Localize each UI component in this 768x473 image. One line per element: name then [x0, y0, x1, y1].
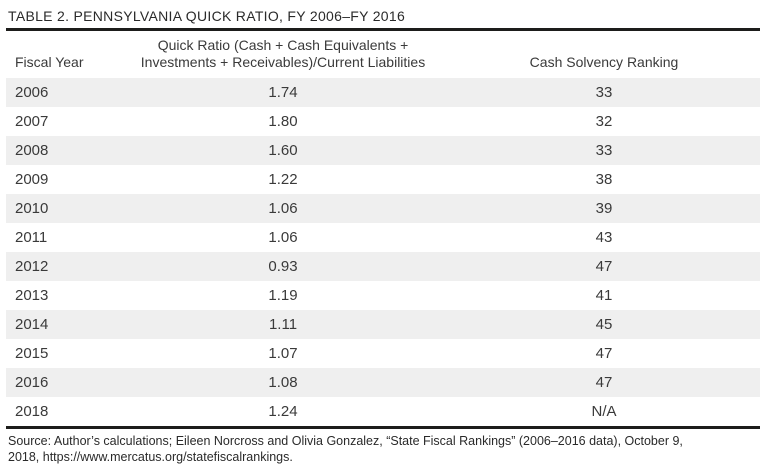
ranking-cell: 32	[595, 113, 613, 130]
quick-ratio-cell: 1.11	[268, 316, 298, 333]
fiscal-year-cell: 2018	[15, 403, 49, 420]
quick-ratio-table-figure: TABLE 2. PENNSYLVANIA QUICK RATIO, FY 20…	[6, 0, 760, 465]
table-row: 2013 1.19 41	[6, 281, 760, 310]
source-line-1: Source: Author’s calculations; Eileen No…	[8, 434, 683, 448]
quick-ratio-cell: 1.08	[268, 374, 298, 391]
table-row: 2014 1.11 45	[6, 310, 760, 339]
column-header-quick-ratio: Quick Ratio (Cash + Cash Equivalents + I…	[128, 37, 438, 78]
column-header-fiscal-year: Fiscal Year	[15, 54, 84, 70]
column-header-cash-solvency-ranking: Cash Solvency Ranking	[529, 54, 679, 70]
table-row: 2006 1.74 33	[6, 78, 760, 107]
ranking-cell: 47	[595, 258, 613, 275]
quick-ratio-header-line2: Investments + Receivables)/Current Liabi…	[140, 54, 426, 70]
quick-ratio-cell: 1.19	[268, 287, 298, 304]
table-header-row: Fiscal Year Quick Ratio (Cash + Cash Equ…	[6, 31, 760, 78]
fiscal-year-cell: 2008	[15, 142, 49, 159]
fiscal-year-cell: 2007	[15, 113, 49, 130]
quick-ratio-cell: 1.80	[268, 113, 298, 130]
quick-ratio-cell: 1.24	[268, 403, 298, 420]
ranking-cell: 43	[595, 229, 613, 246]
ranking-cell: 39	[595, 200, 613, 217]
quick-ratio-cell: 0.93	[268, 258, 298, 275]
table-row: 2012 0.93 47	[6, 252, 760, 281]
fiscal-year-cell: 2012	[15, 258, 49, 275]
table-row: 2011 1.06 43	[6, 223, 760, 252]
fiscal-year-cell: 2014	[15, 316, 49, 333]
table-row: 2016 1.08 47	[6, 368, 760, 397]
quick-ratio-cell: 1.06	[268, 229, 298, 246]
quick-ratio-cell: 1.74	[268, 84, 298, 101]
fiscal-year-cell: 2016	[15, 374, 49, 391]
ranking-cell: 33	[595, 84, 613, 101]
quick-ratio-cell: 1.07	[268, 345, 298, 362]
quick-ratio-cell: 1.22	[268, 171, 298, 188]
ranking-cell: 41	[595, 287, 613, 304]
ranking-cell: 47	[595, 374, 613, 391]
table-row: 2007 1.80 32	[6, 107, 760, 136]
bottom-rule	[6, 426, 760, 429]
fiscal-year-cell: 2015	[15, 345, 49, 362]
table-body: 2006 1.74 33 2007 1.80 32 2008 1.60 33 2…	[6, 78, 760, 426]
table-row: 2015 1.07 47	[6, 339, 760, 368]
table-row: 2010 1.06 39	[6, 194, 760, 223]
ranking-cell: 45	[595, 316, 613, 333]
table-row: 2009 1.22 38	[6, 165, 760, 194]
top-rule	[6, 28, 760, 31]
ranking-cell: 47	[595, 345, 613, 362]
fiscal-year-cell: 2006	[15, 84, 49, 101]
ranking-cell: 38	[595, 171, 613, 188]
fiscal-year-cell: 2010	[15, 200, 49, 217]
ranking-cell: N/A	[591, 403, 617, 420]
quick-ratio-header-line1: Quick Ratio (Cash + Cash Equivalents +	[157, 37, 409, 53]
source-line-2: 2018, https://www.mercatus.org/statefisc…	[8, 450, 293, 464]
fiscal-year-cell: 2009	[15, 171, 49, 188]
quick-ratio-cell: 1.60	[268, 142, 298, 159]
quick-ratio-cell: 1.06	[268, 200, 298, 217]
table-title: TABLE 2. PENNSYLVANIA QUICK RATIO, FY 20…	[8, 8, 406, 24]
ranking-cell: 33	[595, 142, 613, 159]
source-note: Source: Author’s calculations; Eileen No…	[6, 433, 760, 465]
fiscal-year-cell: 2011	[15, 229, 48, 246]
fiscal-year-cell: 2013	[15, 287, 49, 304]
table-row: 2018 1.24 N/A	[6, 397, 760, 426]
table-row: 2008 1.60 33	[6, 136, 760, 165]
